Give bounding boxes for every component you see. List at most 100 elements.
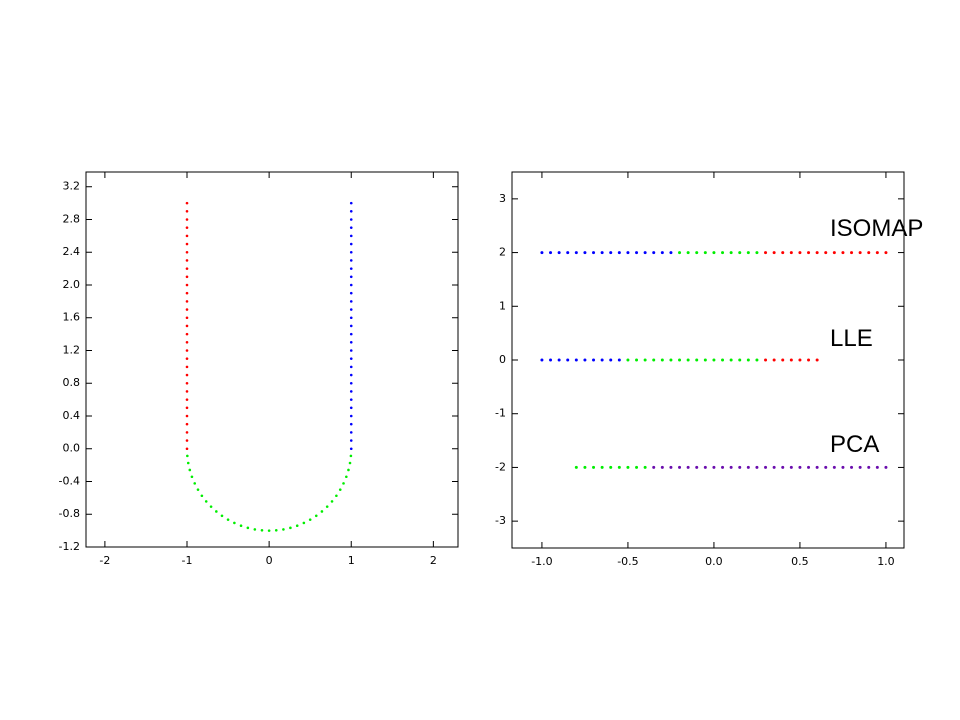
point <box>798 465 802 469</box>
point <box>540 358 544 362</box>
point <box>609 251 613 255</box>
point <box>789 251 793 255</box>
point <box>204 500 208 503</box>
point <box>185 324 189 328</box>
point <box>185 291 189 295</box>
point <box>832 251 836 255</box>
point <box>652 251 656 255</box>
point <box>289 526 292 530</box>
point <box>349 275 353 279</box>
point <box>695 251 699 255</box>
point <box>185 275 189 279</box>
point <box>712 465 716 469</box>
point <box>320 510 324 513</box>
point <box>349 332 353 336</box>
point <box>669 465 673 469</box>
point <box>678 465 682 469</box>
point <box>566 358 570 362</box>
point <box>349 414 353 418</box>
point <box>349 242 353 246</box>
point <box>695 465 699 469</box>
point <box>643 251 647 255</box>
point <box>738 358 742 362</box>
y-tick-label: -0.4 <box>59 474 80 487</box>
point <box>566 251 570 255</box>
point <box>246 526 250 530</box>
point <box>738 251 742 255</box>
point <box>349 210 353 213</box>
point <box>349 422 353 426</box>
y-tick-label: 1.6 <box>63 311 81 324</box>
point <box>738 465 742 469</box>
point <box>729 358 733 362</box>
point <box>349 406 353 410</box>
point <box>185 242 189 246</box>
point <box>772 251 776 255</box>
point <box>185 267 189 270</box>
point <box>609 358 613 362</box>
point <box>858 251 862 255</box>
point <box>185 373 189 377</box>
point <box>295 524 299 528</box>
point <box>850 465 854 469</box>
point <box>746 358 750 362</box>
point <box>215 510 218 513</box>
point <box>190 475 194 479</box>
point <box>712 251 716 255</box>
point <box>185 316 189 320</box>
point <box>660 358 664 362</box>
point <box>781 465 785 469</box>
point <box>703 465 707 469</box>
point <box>600 465 604 469</box>
y-tick-label: -3 <box>495 514 506 527</box>
point <box>185 283 189 287</box>
point <box>349 250 353 254</box>
point <box>185 398 189 401</box>
point <box>267 529 271 532</box>
point <box>185 431 189 434</box>
point <box>781 358 785 362</box>
point <box>635 358 639 362</box>
point <box>807 465 811 469</box>
point <box>349 381 353 385</box>
point <box>349 349 353 352</box>
point <box>669 358 673 362</box>
point <box>185 439 189 442</box>
point <box>858 465 862 469</box>
x-tick-label: -1 <box>182 554 193 567</box>
point <box>798 251 802 255</box>
point <box>185 300 189 303</box>
point <box>832 465 836 469</box>
point <box>669 251 673 255</box>
point <box>798 358 802 362</box>
point <box>875 251 879 255</box>
point <box>824 251 828 255</box>
point <box>583 465 587 469</box>
point <box>349 341 353 344</box>
y-tick-label: 0.8 <box>63 376 81 389</box>
point <box>549 358 553 362</box>
point <box>345 475 348 479</box>
point <box>185 332 189 336</box>
point <box>185 201 189 205</box>
y-tick-label: 2 <box>499 246 506 259</box>
y-tick-label: 0.0 <box>63 442 81 455</box>
point <box>233 521 236 525</box>
point <box>772 465 776 469</box>
point <box>592 358 596 362</box>
point <box>781 251 785 255</box>
point <box>686 465 690 469</box>
y-tick-label: 0.4 <box>63 409 81 422</box>
point <box>678 358 682 362</box>
point <box>755 465 759 469</box>
y-tick-label: 2.8 <box>63 212 81 225</box>
point <box>772 358 776 362</box>
point <box>185 357 189 360</box>
point <box>314 514 318 518</box>
point <box>349 398 353 401</box>
point <box>815 251 819 255</box>
plot-frame <box>85 171 459 548</box>
x-tick-label: 1 <box>348 554 355 567</box>
point <box>186 454 189 458</box>
point <box>349 291 353 295</box>
